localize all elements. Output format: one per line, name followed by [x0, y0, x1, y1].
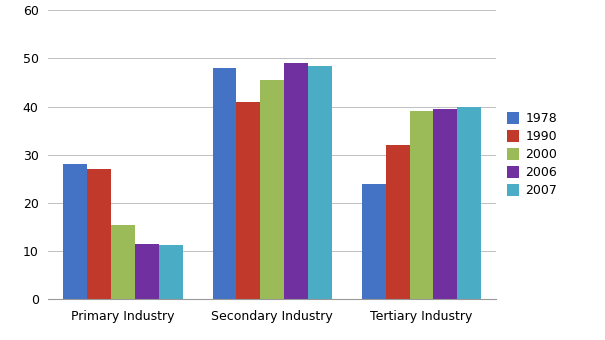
Bar: [212, 68, 237, 299]
Bar: [260, 80, 284, 299]
Bar: [87, 169, 111, 299]
Bar: [457, 106, 481, 299]
Bar: [237, 102, 260, 299]
Bar: [159, 245, 183, 299]
Legend: 1978, 1990, 2000, 2006, 2007: 1978, 1990, 2000, 2006, 2007: [507, 112, 557, 197]
Bar: [385, 145, 410, 299]
Bar: [433, 109, 457, 299]
Bar: [135, 244, 159, 299]
Bar: [284, 63, 308, 299]
Bar: [64, 164, 87, 299]
Bar: [362, 184, 385, 299]
Bar: [308, 66, 332, 299]
Bar: [410, 112, 433, 299]
Bar: [111, 224, 135, 299]
